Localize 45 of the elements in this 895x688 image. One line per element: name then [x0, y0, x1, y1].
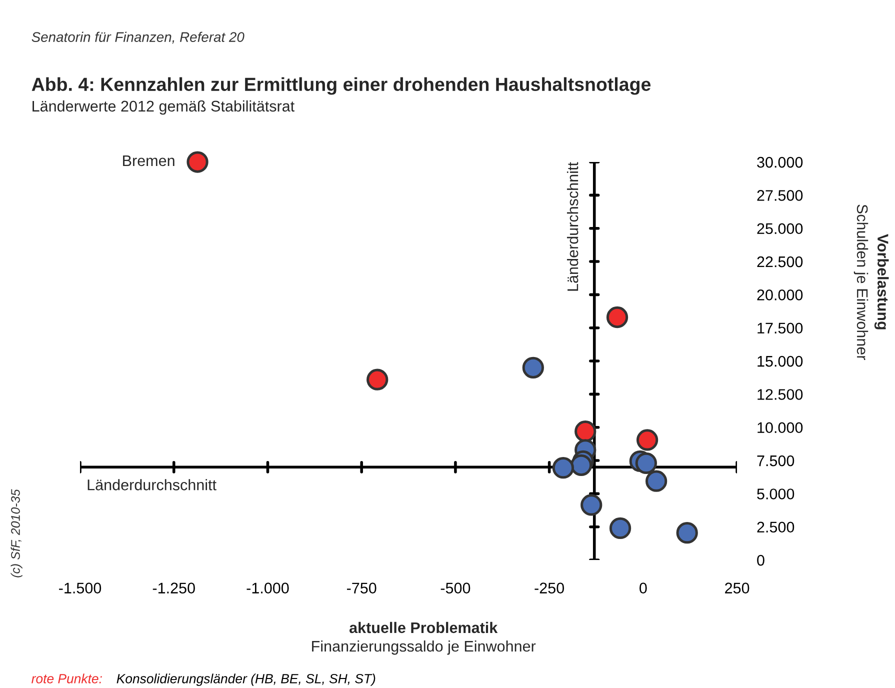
y-tick-label: 17.500 — [758, 322, 803, 334]
y-tick-label: 10.000 — [758, 422, 803, 434]
point — [635, 452, 657, 474]
chart-subtitle: Länderwerte 2012 gemäß Stabilitätsrat — [32, 100, 294, 115]
annotation: Bremen — [123, 155, 174, 166]
x-tick-label: 0 — [640, 582, 647, 594]
point — [552, 457, 574, 479]
point — [580, 494, 602, 516]
y-tick-label: 22.500 — [757, 256, 803, 268]
ref-line-label: Länderdurchschnitt — [88, 479, 216, 490]
y-tick-label: 0 — [757, 554, 764, 566]
point — [366, 368, 388, 390]
point — [186, 151, 208, 173]
y-tick-label: 15.000 — [758, 356, 803, 367]
y-tick-label: 2.500 — [757, 522, 794, 533]
chart-title: Abb. 4: Kennzahlen zur Ermittlung einer drohenden Haushaltsnotlage — [32, 77, 651, 95]
x-tick-label: 250 — [725, 582, 750, 594]
point — [570, 454, 592, 476]
y-tick-label: 7.500 — [757, 455, 794, 466]
point — [606, 306, 628, 328]
y-tick-label: 20.000 — [757, 290, 803, 300]
x-tick-label: -500 — [440, 582, 470, 594]
y-tick-label: 25.000 — [757, 223, 803, 234]
point — [574, 420, 596, 442]
x-axis-title: aktuelle Problematik Finanzierungssaldo je Einwohner — [312, 622, 536, 655]
y-axis-title: Vorbelastung Schulden je Einwohner — [854, 204, 889, 360]
text: rote Punkte: — [32, 674, 102, 684]
y-tick-label: 12.500 — [758, 389, 803, 400]
point — [636, 429, 658, 451]
point — [522, 356, 544, 378]
y-tick-label: 27.500 — [757, 190, 803, 201]
text: (c) SfF, 2010-35 — [10, 489, 22, 578]
ref-line-label: Länderdurchschnitt — [566, 162, 578, 291]
text: Konsolidierungsländer (HB, BE, SL, SH, ST) — [116, 674, 376, 686]
point — [676, 522, 698, 544]
x-tick-label: -1.000 — [246, 582, 289, 594]
y-tick-label: 5.000 — [757, 488, 794, 500]
point — [645, 470, 668, 492]
x-tick-label: -250 — [534, 582, 564, 594]
x-tick-label: -1.500 — [59, 582, 102, 594]
point — [609, 517, 632, 540]
x-tick-label: -750 — [346, 582, 376, 594]
y-tick-label: 30.000 — [757, 156, 803, 168]
text: Senatorin für Finanzen, Referat 20 — [32, 32, 244, 44]
x-tick-label: -1.250 — [152, 582, 195, 594]
